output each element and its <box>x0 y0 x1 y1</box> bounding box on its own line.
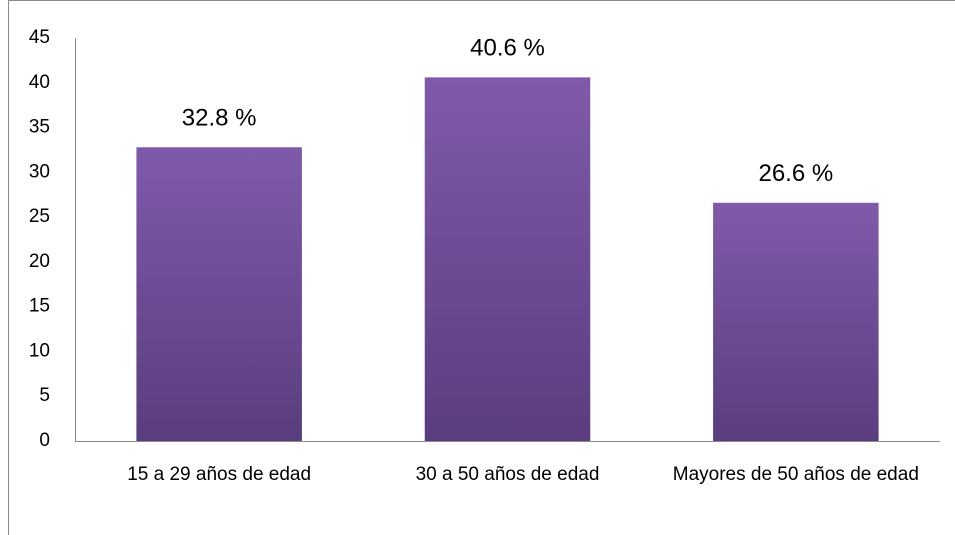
y-tick-label: 45 <box>29 27 50 48</box>
x-tick-label: 30 a 50 años de edad <box>415 464 600 485</box>
x-tick-label: Mayores de 50 años de edad <box>672 464 919 485</box>
y-tick-label: 25 <box>29 206 50 227</box>
y-tick-label: 30 <box>29 161 50 182</box>
y-tick-label: 15 <box>29 296 50 317</box>
y-tick-label: 0 <box>39 430 50 451</box>
y-tick-label: 10 <box>29 340 50 361</box>
y-tick-label: 5 <box>39 385 50 406</box>
value-label: 40.6 % <box>470 35 545 62</box>
bar <box>424 77 591 441</box>
y-tick-label: 35 <box>29 117 50 138</box>
y-tick-label: 20 <box>29 251 50 272</box>
chart-border <box>8 0 955 535</box>
bar <box>713 202 879 441</box>
value-label: 32.8 % <box>182 105 257 132</box>
x-tick-label: 15 a 29 años de edad <box>127 464 312 485</box>
y-tick-label: 40 <box>29 72 50 93</box>
bar <box>136 147 302 441</box>
value-label: 26.6 % <box>758 160 833 187</box>
